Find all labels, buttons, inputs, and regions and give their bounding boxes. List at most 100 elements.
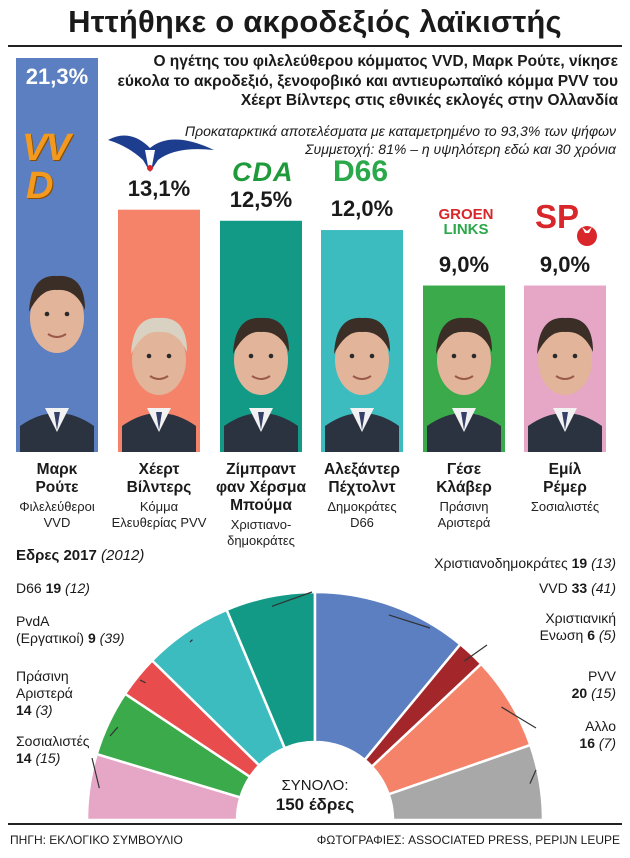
vvd-logo: VV [22,127,71,169]
seat-leader-7 [501,706,537,729]
seat-label-6: Χριστιανική Ενωση 6 (5) [470,610,616,644]
seat-prev: (41) [591,580,616,596]
results-note: Προκαταρκτικά αποτελέσματα με καταμετρημ… [184,123,616,139]
seat-prev: (12) [65,580,90,596]
seat-label-name2: (Εργατικοί) [16,630,85,646]
portrait-4 [427,317,501,452]
seat-count: 14 [16,750,32,766]
portrait-5 [528,317,602,452]
party-line1-3: Δημοκράτες [327,499,397,514]
vvd-logo-d: D [26,165,54,207]
party-line2-1: Ελευθερίας PVV [111,515,207,530]
seat-count: 19 [571,555,588,571]
seat-leader-3 [189,639,193,643]
seat-leader-8 [529,769,537,784]
vote-pct-4: 9,0% [438,251,490,277]
seat-label-0: Σοσιαλιστές 14 (15) [16,733,90,767]
seat-label-3: D66 19 (12) [16,580,90,597]
leader-name-5: Εμίλ [548,461,582,478]
d66-logo: D66 [333,155,389,188]
party-line2-4: Αριστερά [437,515,491,530]
vote-pct-0: 21,3% [25,64,89,89]
seat-leader-0 [91,757,100,789]
seat-label-name: Χριστιανική [545,610,616,626]
leader-surname-4: Κλάβερ [436,479,492,496]
seat-label-name: PvdA [16,613,50,629]
party-line1-2: Χριστιανο- [230,517,292,532]
leader-name-1: Χέερτ [138,461,180,478]
seat-count: 33 [571,580,588,596]
seat-label-name: Χριστιανοδημοκράτες [434,555,568,571]
seats-title: Εδρες 2017 (2012) [16,547,145,564]
seat-count: 20 [571,685,588,701]
total-value: 150 έδρες [275,795,355,814]
portrait-2 [224,317,298,452]
seat-label-name: Σοσιαλιστές [16,733,90,749]
seat-label-name: VVD [538,580,568,596]
total-seats: ΣΥΝΟΛΟ: 150 έδρες [230,776,400,815]
leader-surname-2: φαν Χέρσμα Μπούμα [215,479,307,514]
seat-label-8: Αλλο 16 (7) [470,718,616,752]
seat-label-name: Αλλο [585,718,616,734]
leader-surname-1: Βίλντερς [126,479,192,496]
seat-prev: (15) [591,685,616,701]
seat-count: 9 [87,630,96,646]
pvv-bird-logo [108,135,214,172]
seat-prev: (39) [99,630,125,646]
seat-label-5: VVD 33 (41) [400,580,616,597]
seat-prev: (5) [598,627,616,643]
source-credit: ΠΗΓΗ: ΕΚΛΟΓΙΚΟ ΣΥΜΒΟΥΛΙΟ [10,833,183,847]
seat-label-1: Πράσινη Αριστερά 14 (3) [16,668,73,719]
vote-pct-2: 12,5% [229,186,293,212]
groenlinks-logo-2: LINKS [443,221,489,238]
seat-prev: (7) [598,735,616,751]
vote-pct-3: 12,0% [330,196,394,222]
seat-segment-8 [387,743,545,822]
party-line1-4: Πράσινη [439,499,489,514]
leader-surname-3: Πέχτολντ [328,479,396,496]
seat-count: 16 [579,735,595,751]
vote-bar-0 [16,58,98,452]
leader-surname-0: Ρούτε [35,479,79,496]
party-line2-3: D66 [350,515,374,530]
seat-label-name2: Ενωση [539,627,584,643]
seat-count: 14 [16,702,32,718]
top-divider [8,45,622,47]
party-line1-5: Σοσιαλιστές [530,499,600,514]
seat-label-2: PvdA (Εργατικοί) 9 (39) [16,613,125,647]
leader-surname-5: Ρέμερ [543,479,587,496]
sp-logo: SP [535,198,580,235]
leader-name-2: Ζίμπραντ [226,461,296,478]
seat-leader-2 [139,679,146,684]
vote-pct-1: 13,1% [127,175,191,201]
cda-logo: CDA [232,157,294,187]
seat-label-name: D66 [16,580,42,596]
total-label: ΣΥΝΟΛΟ: [281,777,349,794]
seat-label-name: Πράσινη [16,668,69,684]
seat-label-name: PVV [587,668,616,684]
party-line2-2: δημοκράτες [227,533,295,548]
seat-leader-6 [463,644,488,662]
sp-tomato-icon [577,226,597,246]
seats-hemicycle [85,590,545,822]
party-line2-0: VVD [43,515,71,530]
seat-leader-4 [271,591,313,607]
party-line1-0: Φιλελεύθεροι [19,499,95,514]
vote-pct-5: 9,0% [539,251,591,277]
seat-prev: (3) [35,702,53,718]
portrait-1 [122,317,196,452]
turnout-note: Συμμετοχή: 81% – η υψηλότερη εδώ και 30 … [305,141,616,157]
seat-prev: (13) [591,555,616,571]
leader-name-4: Γέσε [446,461,482,478]
seat-label-name2: Αριστερά [16,685,73,701]
photo-credit: ΦΩΤΟΓΡΑΦΙΕΣ: ASSOCIATED PRESS, PEPIJN LE… [316,833,620,847]
groenlinks-logo: GROEN [438,206,494,223]
party-line1-1: Κόμμα [139,499,179,514]
seat-label-4: Χριστιανοδημοκράτες 19 (13) [380,555,616,572]
seat-label-7: PVV 20 (15) [470,668,616,702]
seat-leader-5 [388,614,431,629]
seat-count: 6 [587,627,595,643]
lead-text: Ο ηγέτης του φιλελεύθερου κόμματος VVD, … [117,53,619,109]
seat-count: 19 [45,580,62,596]
